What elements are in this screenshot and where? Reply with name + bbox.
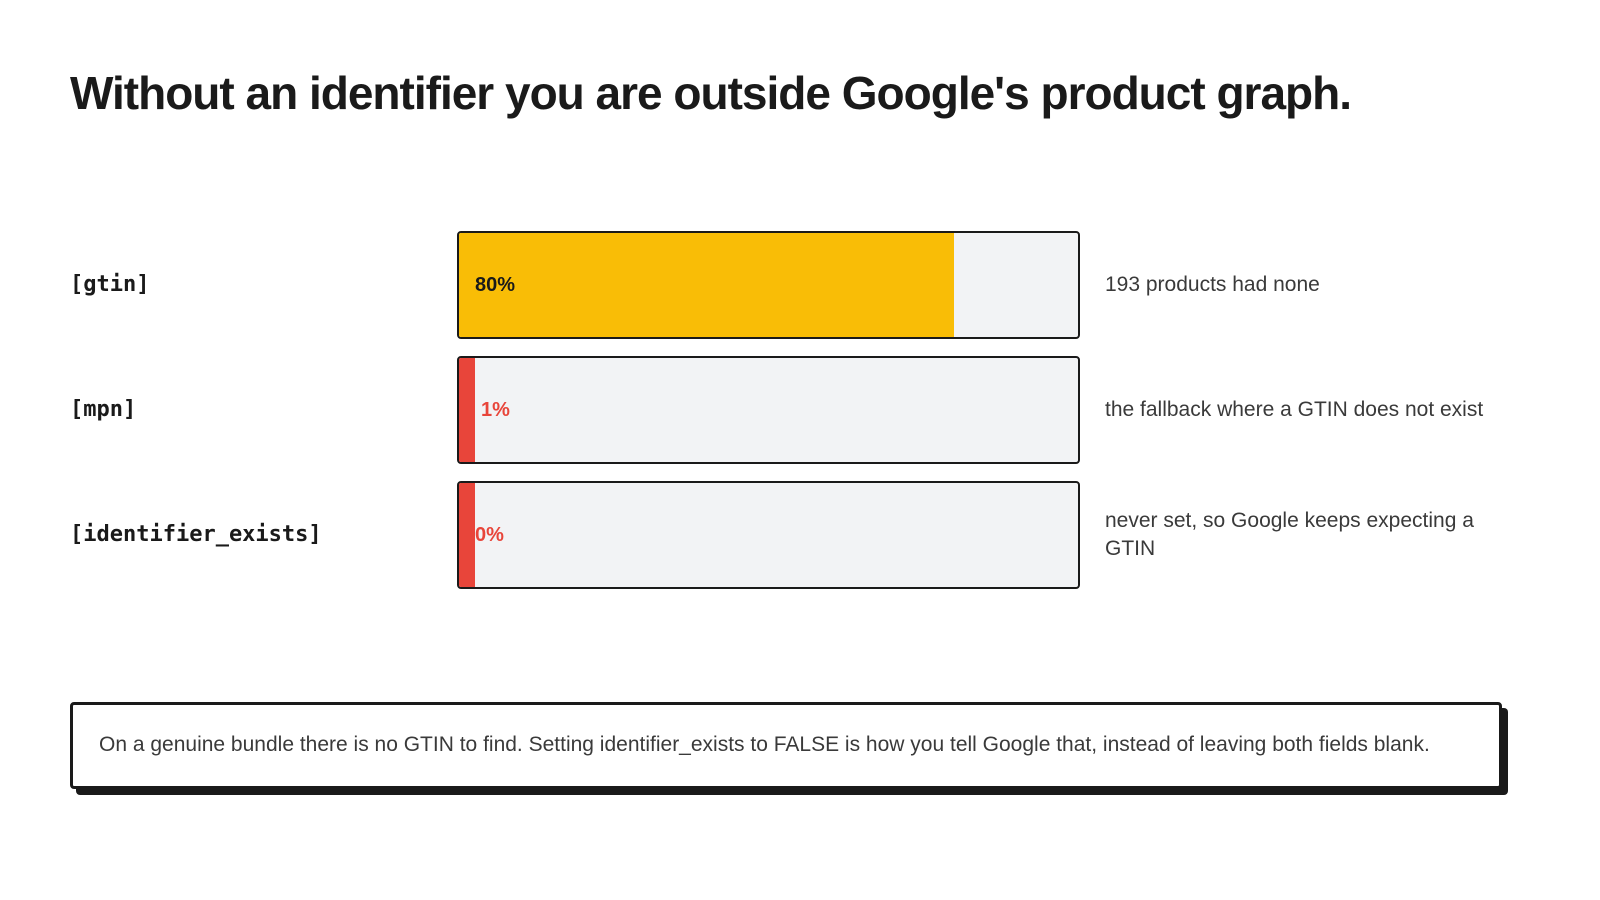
bar-row: [identifier_exists] 0% never set, so Googl… (70, 481, 1530, 589)
category-label: [mpn] (70, 397, 137, 422)
bar-value-label: 0% (475, 524, 504, 546)
callout-text: On a genuine bundle there is no GTIN to … (99, 733, 1430, 756)
bar-note: never set, so Google keeps expecting a G… (1105, 481, 1525, 589)
bar-track: 0% (457, 481, 1080, 589)
bar-note: the fallback where a GTIN does not exist (1105, 356, 1525, 464)
bar-note-text: never set, so Google keeps expecting a G… (1105, 509, 1474, 560)
bar (459, 358, 475, 462)
bar-note: 193 products had none (1105, 231, 1525, 339)
bar-value-label: 1% (481, 399, 510, 421)
bar-track: 80% (457, 231, 1080, 339)
bar-row: [mpn] 1% the fallback where a GTIN does no… (70, 356, 1530, 464)
bar-value-label: 80% (475, 274, 516, 296)
callout-box: On a genuine bundle there is no GTIN to … (70, 702, 1502, 789)
category-label: [identifier_exists] (70, 522, 322, 547)
bar-note-text: 193 products had none (1105, 273, 1320, 296)
bar-track: 1% (457, 356, 1080, 464)
bar (459, 483, 475, 587)
bar (459, 233, 954, 337)
category-label: [gtin] (70, 272, 150, 297)
bar-note-text: the fallback where a GTIN does not exist (1105, 398, 1484, 421)
bar-row: [gtin] 80% 193 products had none (70, 231, 1530, 339)
page-title: Without an identifier you are outside Go… (70, 67, 1352, 119)
